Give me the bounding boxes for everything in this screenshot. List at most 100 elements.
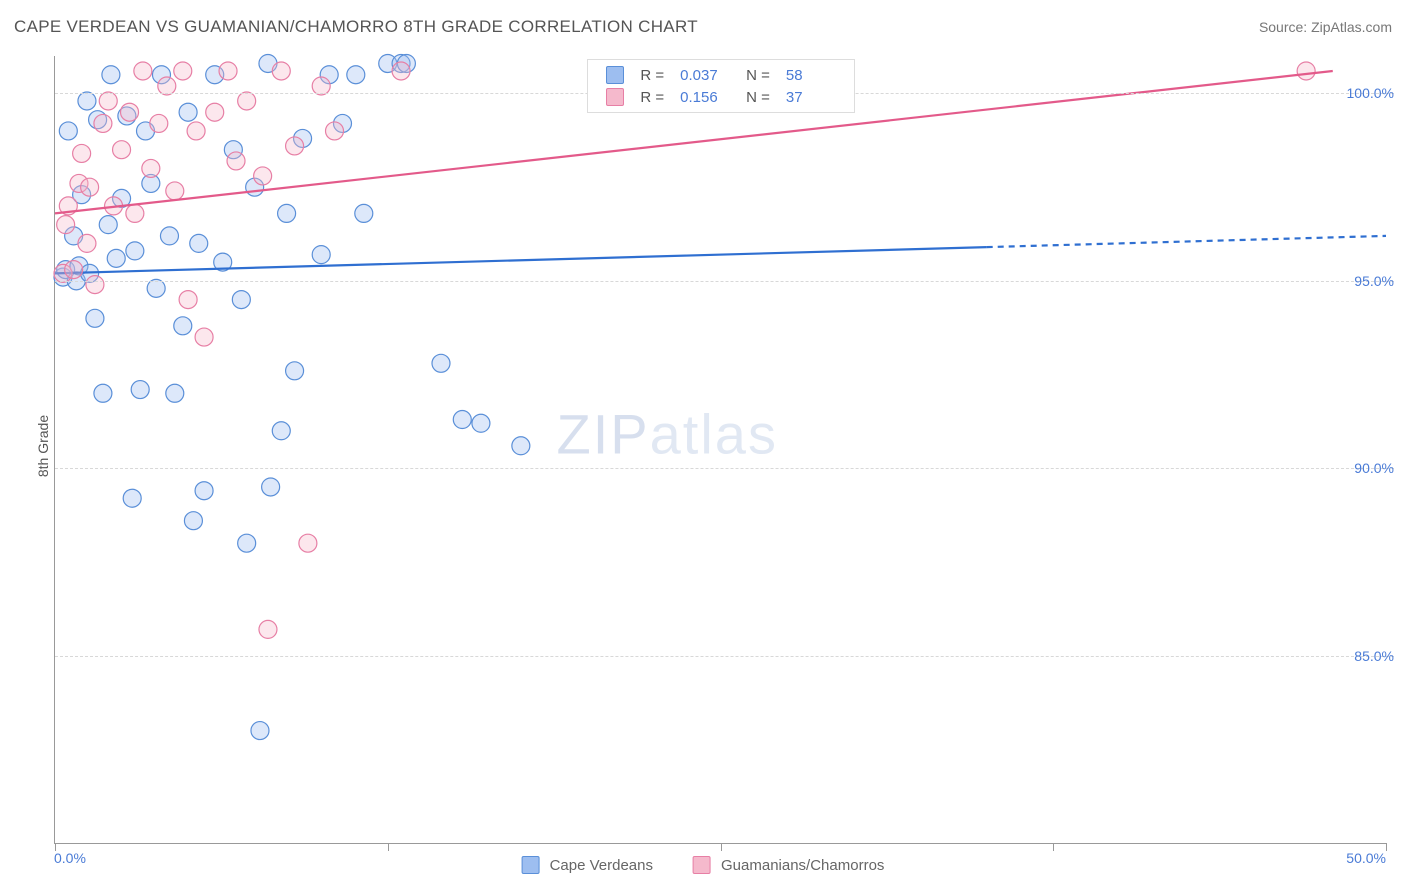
data-point [78, 234, 96, 252]
n-label: N = [746, 67, 770, 84]
data-point [312, 77, 330, 95]
r-value: 0.037 [680, 67, 730, 84]
data-point [272, 422, 290, 440]
y-tick-label: 85.0% [1342, 648, 1394, 664]
legend-label: Guamanians/Chamorros [721, 857, 884, 874]
legend-item: Cape Verdeans [522, 856, 653, 874]
data-point [219, 62, 237, 80]
data-point [187, 122, 205, 140]
data-point [166, 384, 184, 402]
plot-area: ZIPatlas R = 0.037 N = 58 R = 0.156 N = … [54, 56, 1386, 844]
data-point [278, 204, 296, 222]
data-point [113, 141, 131, 159]
data-point [299, 534, 317, 552]
gridline-h [55, 656, 1394, 657]
data-point [347, 66, 365, 84]
data-point [160, 227, 178, 245]
data-point [147, 279, 165, 297]
data-point [472, 414, 490, 432]
data-point [65, 261, 83, 279]
legend-item: Guamanians/Chamorros [693, 856, 884, 874]
data-point [286, 362, 304, 380]
gridline-h [55, 281, 1394, 282]
data-point [81, 178, 99, 196]
n-value: 37 [786, 89, 836, 106]
legend-swatch-icon [606, 88, 624, 106]
data-point [131, 381, 149, 399]
data-point [57, 216, 75, 234]
data-point [73, 144, 91, 162]
data-point [1297, 62, 1315, 80]
data-point [107, 249, 125, 267]
data-point [126, 204, 144, 222]
r-value: 0.156 [680, 89, 730, 106]
data-point [312, 246, 330, 264]
legend-label: Cape Verdeans [550, 857, 653, 874]
legend-swatch-icon [522, 856, 540, 874]
data-point [179, 291, 197, 309]
y-tick-label: 95.0% [1342, 273, 1394, 289]
x-tick [1386, 843, 1387, 851]
data-point [179, 103, 197, 121]
plot-svg [55, 56, 1386, 843]
data-point [94, 114, 112, 132]
chart-container: CAPE VERDEAN VS GUAMANIAN/CHAMORRO 8TH G… [0, 0, 1406, 892]
data-point [232, 291, 250, 309]
data-point [238, 92, 256, 110]
data-point [184, 512, 202, 530]
data-point [102, 66, 120, 84]
data-point [206, 103, 224, 121]
data-point [227, 152, 245, 170]
data-point [142, 159, 160, 177]
data-point [134, 62, 152, 80]
bottom-legend: Cape Verdeans Guamanians/Chamorros [522, 856, 885, 874]
data-point [94, 384, 112, 402]
legend-swatch-icon [606, 66, 624, 84]
data-point [174, 62, 192, 80]
y-tick-label: 100.0% [1335, 85, 1394, 101]
data-point [326, 122, 344, 140]
data-point [166, 182, 184, 200]
data-point [123, 489, 141, 507]
data-point [121, 103, 139, 121]
data-point [86, 276, 104, 294]
source-label: Source: ZipAtlas.com [1259, 19, 1392, 35]
data-point [512, 437, 530, 455]
regression-line-dashed [987, 236, 1386, 247]
r-label: R = [640, 67, 664, 84]
data-point [99, 92, 117, 110]
y-axis-label: 8th Grade [35, 415, 51, 477]
title-bar: CAPE VERDEAN VS GUAMANIAN/CHAMORRO 8TH G… [14, 12, 1392, 42]
data-point [238, 534, 256, 552]
data-point [78, 92, 96, 110]
x-tick-label-min: 0.0% [54, 850, 86, 866]
n-value: 58 [786, 67, 836, 84]
n-label: N = [746, 89, 770, 106]
stats-row: R = 0.037 N = 58 [606, 66, 836, 84]
data-point [355, 204, 373, 222]
data-point [59, 122, 77, 140]
data-point [150, 114, 168, 132]
stats-row: R = 0.156 N = 37 [606, 88, 836, 106]
data-point [86, 309, 104, 327]
legend-swatch-icon [693, 856, 711, 874]
data-point [272, 62, 290, 80]
y-tick-label: 90.0% [1342, 460, 1394, 476]
data-point [453, 411, 471, 429]
gridline-h [55, 468, 1394, 469]
data-point [432, 354, 450, 372]
data-point [190, 234, 208, 252]
data-point [126, 242, 144, 260]
r-label: R = [640, 89, 664, 106]
data-point [251, 722, 269, 740]
data-point [174, 317, 192, 335]
data-point [99, 216, 117, 234]
x-tick-label-max: 50.0% [1346, 850, 1386, 866]
chart-title: CAPE VERDEAN VS GUAMANIAN/CHAMORRO 8TH G… [14, 17, 698, 37]
data-point [195, 482, 213, 500]
data-point [254, 167, 272, 185]
data-point [286, 137, 304, 155]
data-point [259, 620, 277, 638]
stats-legend-box: R = 0.037 N = 58 R = 0.156 N = 37 [587, 59, 855, 113]
data-point [262, 478, 280, 496]
